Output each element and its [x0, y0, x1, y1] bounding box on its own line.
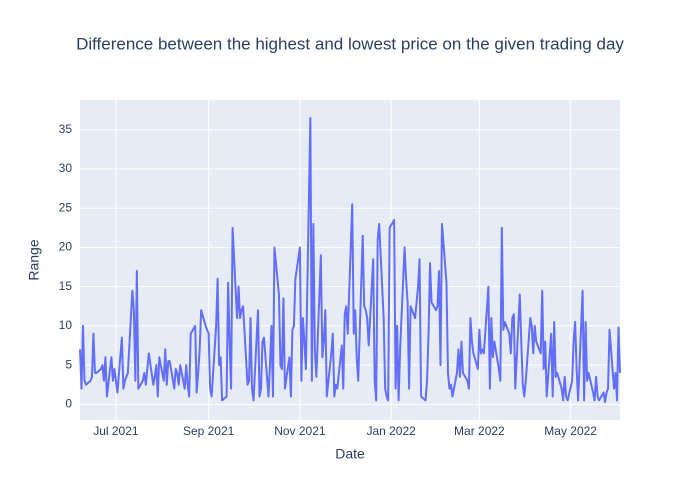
x-tick-label: Jan 2022 — [366, 424, 416, 438]
y-axis-title: Range — [26, 239, 42, 280]
x-tick-label: May 2022 — [544, 424, 597, 438]
y-tick-label: 0 — [65, 396, 72, 410]
data-line — [79, 117, 621, 403]
y-tick-label: 10 — [59, 318, 73, 332]
chart-title: Difference between the highest and lowes… — [76, 34, 624, 53]
y-tick-label: 20 — [59, 240, 73, 254]
x-tick-label: Nov 2021 — [274, 424, 326, 438]
x-tick-label: Jul 2021 — [93, 424, 139, 438]
y-tick-label: 15 — [59, 279, 73, 293]
y-tick-label: 25 — [59, 200, 73, 214]
x-tick-label: Mar 2022 — [454, 424, 505, 438]
y-tick-label: 30 — [59, 161, 73, 175]
y-tick-label: 35 — [59, 122, 73, 136]
x-axis-title: Date — [335, 446, 365, 462]
y-tick-label: 5 — [65, 357, 72, 371]
x-tick-label: Sep 2021 — [183, 424, 235, 438]
